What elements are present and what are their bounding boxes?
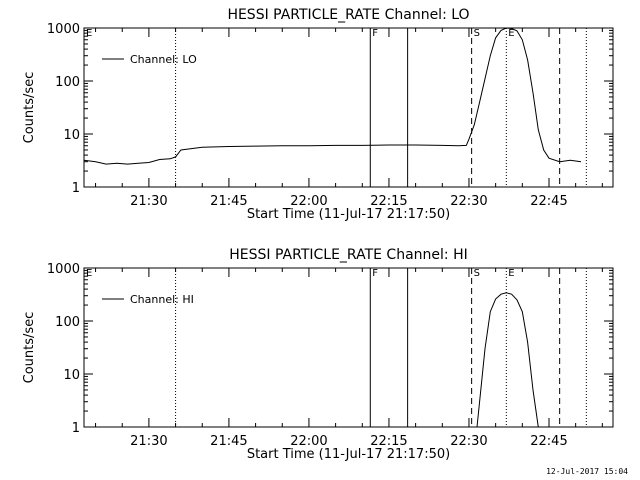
y-tick-label: 100	[55, 75, 80, 90]
x-tick-label: 22:15	[370, 434, 407, 449]
y-tick-label: 100	[55, 315, 80, 330]
timestamp: 12-Jul-2017 15:04	[546, 467, 628, 476]
legend-label: Channel: HI	[130, 293, 194, 306]
chart-title: HESSI PARTICLE_RATE Channel: HI	[229, 247, 467, 263]
x-tick-label: 22:30	[450, 434, 487, 449]
y-tick-label: 1000	[47, 22, 80, 37]
y-axis-label: Counts/sec	[22, 72, 37, 144]
x-tick-label: 22:00	[290, 434, 327, 449]
chart-panel-1: HESSI PARTICLE_RATE Channel: LO 1 10 100 100…	[22, 7, 614, 222]
x-tick-label: 21:45	[210, 194, 247, 209]
event-marker-label: E	[508, 268, 514, 279]
series-line	[83, 27, 582, 165]
y-tick-label: 10	[63, 368, 80, 383]
event-marker-label: E	[508, 28, 514, 39]
x-tick-label: 22:30	[450, 194, 487, 209]
event-marker-label: F	[372, 268, 378, 279]
legend-label: Channel: LO	[130, 53, 197, 66]
x-tick-label: 21:30	[130, 194, 167, 209]
y-axis-label: Counts/sec	[22, 312, 37, 384]
event-marker-label: F	[372, 28, 378, 39]
x-tick-label: 22:15	[370, 194, 407, 209]
x-tick-label: 22:45	[530, 434, 567, 449]
event-marker-label: E	[86, 268, 92, 279]
series-line	[476, 292, 539, 428]
chart-panel-2: HESSI PARTICLE_RATE Channel: HI 1 10 100 100…	[22, 247, 614, 462]
x-tick-label: 21:45	[210, 434, 247, 449]
plot-frame	[83, 27, 614, 188]
x-tick-label: 22:00	[290, 194, 327, 209]
chart-title: HESSI PARTICLE_RATE Channel: LO	[227, 7, 469, 23]
y-tick-label: 1000	[47, 262, 80, 277]
x-tick-label: 22:45	[530, 194, 567, 209]
x-axis-label: Start Time (11-Jul-17 21:17:50)	[247, 207, 450, 222]
y-tick-label: 10	[63, 128, 80, 143]
x-axis-label: Start Time (11-Jul-17 21:17:50)	[247, 447, 450, 462]
event-marker-label: E	[86, 28, 92, 39]
y-tick-label: 1	[72, 181, 80, 196]
plot-frame	[83, 267, 614, 428]
event-marker-label: S	[474, 28, 480, 39]
event-marker-label: S	[474, 268, 480, 279]
x-tick-label: 21:30	[130, 434, 167, 449]
y-tick-label: 1	[72, 421, 80, 436]
